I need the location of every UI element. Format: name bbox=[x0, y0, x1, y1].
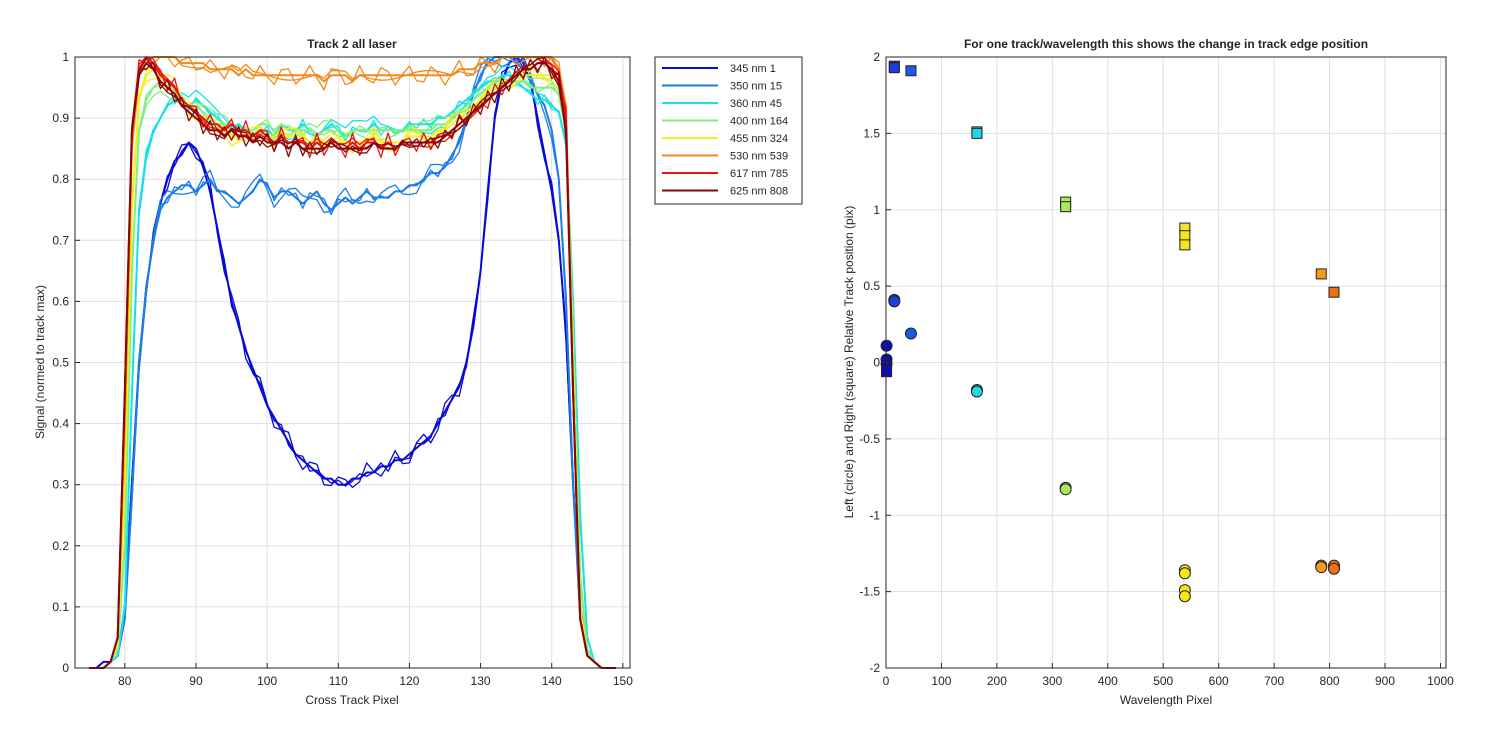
right-edge-square-point bbox=[1179, 239, 1191, 251]
right-x-tick-label: 1000 bbox=[1427, 674, 1454, 688]
right-y-tick-label: 1 bbox=[873, 203, 880, 217]
series-line-400-nm-164 bbox=[89, 74, 616, 669]
left-y-tick-label: 0.8 bbox=[52, 172, 69, 186]
right-edge-square-point bbox=[1179, 230, 1191, 242]
left-x-tick-label: 150 bbox=[613, 674, 633, 688]
series-line-625-nm-808 bbox=[89, 62, 616, 669]
left-y-tick-label: 0.7 bbox=[52, 233, 69, 247]
right-x-tick-label: 200 bbox=[987, 674, 1007, 688]
right-y-tick-label: 0 bbox=[873, 356, 880, 370]
right-x-tick-label: 600 bbox=[1209, 674, 1229, 688]
left-edge-circle-point bbox=[904, 327, 917, 340]
right-scatter-chart: 0 100 200 300 400 500 600 700 800 900 1000 -2 -1.5 -1… bbox=[842, 37, 1454, 707]
legend-label: 400 nm 164 bbox=[730, 116, 788, 128]
left-y-tick-label: 0.1 bbox=[52, 600, 69, 614]
left-y-tick-label: 0.9 bbox=[52, 111, 69, 125]
left-edge-circle-point bbox=[888, 295, 901, 308]
legend-item: 360 nm 45 bbox=[662, 98, 782, 110]
left-y-tick-label: 1 bbox=[62, 50, 69, 64]
right-x-axis-label: Wavelength Pixel bbox=[1120, 693, 1212, 707]
right-x-tick-label: 800 bbox=[1320, 674, 1340, 688]
left-chart-title: Track 2 all laser bbox=[307, 37, 397, 51]
left-edge-circle-point bbox=[880, 339, 893, 352]
left-x-tick-label: 140 bbox=[542, 674, 562, 688]
right-edge-square-point bbox=[1315, 268, 1327, 280]
left-edge-circle-point bbox=[1328, 562, 1340, 575]
left-x-tick-label: 100 bbox=[257, 674, 277, 688]
left-y-tick-label: 0.3 bbox=[52, 478, 69, 492]
left-edge-circle-point bbox=[970, 385, 983, 398]
right-y-tick-label: 1.5 bbox=[863, 126, 880, 140]
right-edge-square-point bbox=[905, 65, 917, 77]
legend-label: 350 nm 15 bbox=[730, 81, 782, 93]
left-y-tick-label: 0.4 bbox=[52, 417, 69, 431]
right-edge-square-point bbox=[971, 127, 983, 139]
legend-item: 530 nm 539 bbox=[662, 151, 788, 163]
left-x-tick-label: 90 bbox=[189, 674, 203, 688]
legend-label: 617 nm 785 bbox=[730, 168, 788, 180]
right-x-tick-label: 300 bbox=[1042, 674, 1062, 688]
legend: 345 nm 1 350 nm 15 360 nm 45 400 nm 164 455 … bbox=[654, 56, 803, 205]
legend-item: 625 nm 808 bbox=[662, 186, 788, 198]
left-y-axis-label: Signal (normed to track max) bbox=[33, 285, 47, 439]
series-line-625-nm-808 bbox=[89, 56, 616, 669]
right-y-axis-label: Left (circle) and Right (square) Relativ… bbox=[842, 206, 856, 519]
right-edge-square-point bbox=[881, 366, 893, 378]
legend-item: 617 nm 785 bbox=[662, 168, 788, 180]
right-x-tick-label: 900 bbox=[1375, 674, 1395, 688]
legend-label: 625 nm 808 bbox=[730, 186, 788, 198]
right-y-tick-label: -1.5 bbox=[859, 585, 880, 599]
left-y-tick-label: 0.5 bbox=[52, 356, 69, 370]
right-y-tick-label: 2 bbox=[873, 50, 880, 64]
left-edge-circle-point bbox=[1178, 567, 1191, 580]
left-x-tick-label: 110 bbox=[329, 674, 348, 688]
right-points-group bbox=[880, 60, 1340, 603]
left-edge-circle-point bbox=[1178, 590, 1191, 603]
legend-item: 400 nm 164 bbox=[662, 116, 788, 128]
legend-item: 350 nm 15 bbox=[662, 81, 782, 93]
left-x-axis-label: Cross Track Pixel bbox=[305, 693, 398, 707]
right-ticks: 0 100 200 300 400 500 600 700 800 900 1000 -2 -1.5 -1… bbox=[859, 50, 1454, 688]
legend-box bbox=[654, 56, 803, 205]
series-line-530-nm-539 bbox=[89, 56, 616, 669]
right-x-tick-label: 700 bbox=[1264, 674, 1284, 688]
right-x-tick-label: 400 bbox=[1098, 674, 1118, 688]
right-y-tick-label: -0.5 bbox=[859, 432, 880, 446]
left-line-chart: 80 90 100 110 120 130 140 150 0 0.1 0.2 0.3 0.4 0.5 0.… bbox=[33, 37, 633, 707]
right-x-tick-label: 500 bbox=[1153, 674, 1173, 688]
right-edge-square-point bbox=[888, 62, 900, 74]
right-edge-square-point bbox=[1328, 286, 1340, 298]
legend-label: 360 nm 45 bbox=[730, 98, 782, 110]
legend-label: 455 nm 324 bbox=[730, 133, 788, 145]
left-edge-circle-point bbox=[1315, 561, 1328, 574]
right-x-tick-label: 0 bbox=[883, 674, 890, 688]
left-y-tick-label: 0 bbox=[62, 661, 69, 675]
right-x-tick-label: 100 bbox=[931, 674, 951, 688]
legend-label: 345 nm 1 bbox=[730, 63, 776, 75]
left-x-tick-label: 130 bbox=[471, 674, 491, 688]
left-y-tick-label: 0.6 bbox=[52, 294, 69, 308]
legend-label: 530 nm 539 bbox=[730, 151, 788, 163]
right-y-tick-label: -2 bbox=[869, 661, 880, 675]
right-edge-square-point bbox=[1060, 201, 1072, 213]
right-y-tick-label: 0.5 bbox=[863, 279, 880, 293]
left-y-tick-label: 0.2 bbox=[52, 539, 69, 553]
left-ticks: 80 90 100 110 120 130 140 150 0 0.1 0.2 0.3 0.4 0.5 0.… bbox=[52, 50, 633, 688]
right-chart-title: For one track/wavelength this shows the … bbox=[964, 37, 1368, 51]
legend-item: 345 nm 1 bbox=[662, 63, 776, 75]
left-x-tick-label: 80 bbox=[118, 674, 132, 688]
right-y-tick-label: -1 bbox=[869, 508, 880, 522]
legend-item: 455 nm 324 bbox=[662, 133, 788, 145]
left-edge-circle-point bbox=[1059, 483, 1072, 496]
left-x-tick-label: 120 bbox=[399, 674, 419, 688]
